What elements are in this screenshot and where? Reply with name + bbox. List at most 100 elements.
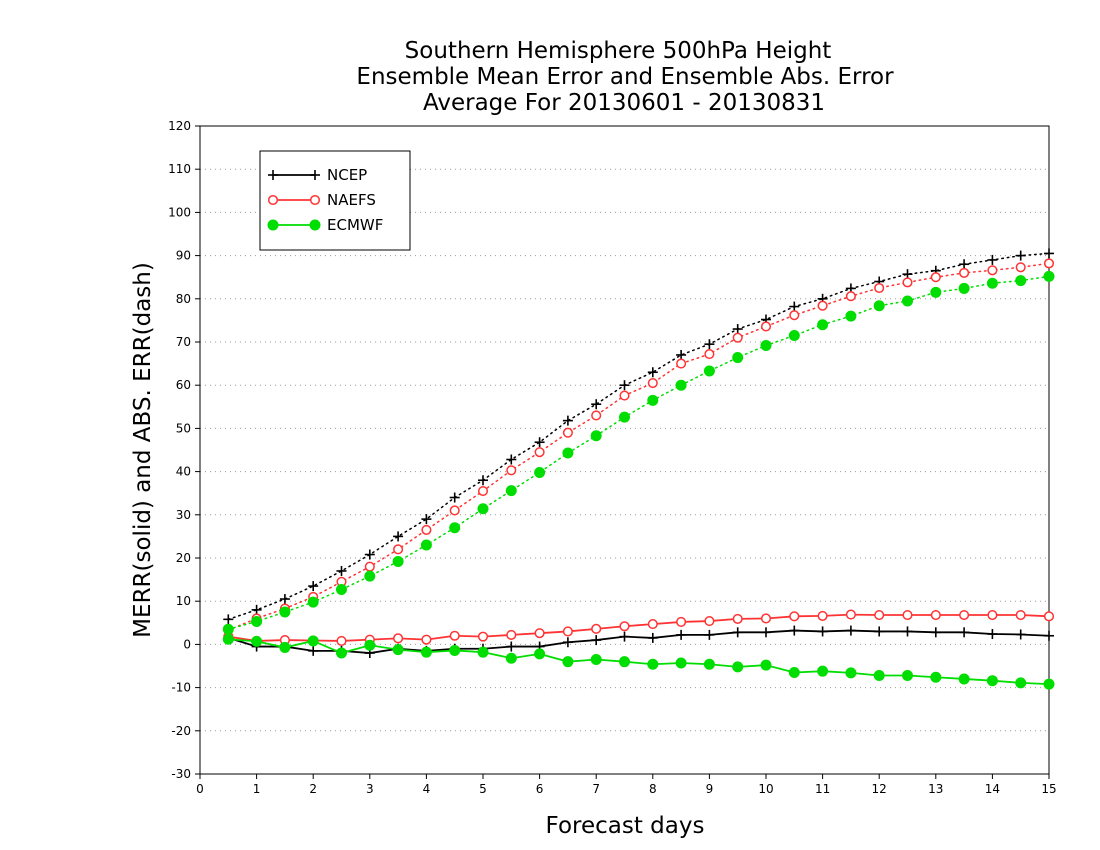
naefs-abs-err-line	[227, 262, 1050, 631]
naefs-merr-point	[817, 610, 828, 621]
ecmwf-abs-err-point	[930, 286, 942, 298]
naefs-merr-point	[1043, 611, 1055, 622]
ecmwf-merr-point	[392, 644, 404, 656]
title-line-1: Southern Hemisphere 500hPa Height	[405, 38, 832, 64]
y-tick-label: 100	[168, 205, 191, 219]
ncep-merr-point	[874, 626, 885, 637]
ncep-abs-err-point	[336, 565, 347, 576]
ecmwf-merr-point	[590, 654, 602, 666]
ncep-abs-err-point	[421, 514, 432, 525]
legend-marker-right	[310, 170, 320, 180]
ncep-abs-err-line	[227, 252, 1050, 621]
naefs-abs-err-point	[704, 349, 715, 360]
naefs-merr-point	[902, 609, 913, 621]
naefs-merr-point	[1015, 609, 1026, 621]
y-axis-label: MERR(solid) and ABS. ERR(dash)	[130, 262, 156, 638]
legend-item-ecmwf: ECMWF	[267, 216, 383, 234]
ecmwf-merr-line	[228, 638, 1050, 686]
title-line-2: Ensemble Mean Error and Ensemble Abs. Er…	[356, 64, 894, 90]
x-tick-label: 13	[928, 782, 943, 796]
ecmwf-merr-point	[986, 675, 998, 687]
naefs-merr-point	[930, 609, 941, 621]
ecmwf-abs-err-point	[986, 277, 998, 289]
ncep-merr-point	[619, 631, 630, 642]
ecmwf-merr-point	[420, 646, 432, 658]
ecmwf-merr-point	[279, 641, 291, 653]
x-tick-label: 0	[196, 782, 204, 796]
legend-items: NCEP NAEFS ECMWF	[267, 166, 383, 234]
y-tick-label: 10	[176, 594, 191, 608]
naefs-merr-point	[704, 616, 715, 627]
title-line-3: Average For 20130601 - 20130831	[423, 90, 825, 116]
naefs-abs-err-point	[534, 447, 545, 458]
naefs-merr-point	[393, 633, 404, 644]
ncep-abs-err-point	[223, 614, 234, 625]
ecmwf-merr-point	[251, 635, 263, 647]
ncep-abs-err-point	[251, 604, 262, 615]
ncep-merr-point	[704, 629, 715, 640]
x-tick-label: 8	[649, 782, 657, 796]
ecmwf-abs-err-point	[1043, 270, 1055, 282]
y-tick-label: 50	[176, 421, 191, 435]
ecmwf-merr-point	[1043, 678, 1055, 690]
naefs-merr-point	[336, 635, 347, 646]
ecmwf-abs-err-point	[251, 616, 263, 628]
naefs-abs-err-point	[591, 410, 602, 421]
ecmwf-merr-point	[902, 670, 913, 682]
ecmwf-abs-err-point	[477, 503, 489, 515]
ncep-abs-err-point	[364, 549, 375, 560]
ecmwf-merr-point	[1015, 677, 1027, 689]
series-ecmwf	[222, 270, 1055, 690]
ncep-abs-err-point	[1044, 248, 1054, 259]
ecmwf-merr-point	[958, 673, 970, 685]
plot-frame	[199, 125, 1050, 775]
ncep-merr-point	[647, 632, 658, 643]
legend-marker-left	[267, 194, 279, 206]
y-tick-label: -30	[171, 767, 191, 781]
ecmwf-merr-point	[845, 667, 857, 679]
y-tick-label: 80	[176, 292, 191, 306]
ncep-merr-point	[902, 626, 913, 637]
naefs-merr-point	[591, 623, 602, 634]
naefs-abs-err-point	[817, 300, 828, 311]
ecmwf-abs-err-point	[449, 522, 461, 534]
legend-marker-right	[309, 219, 321, 231]
ncep-abs-err-point	[393, 531, 404, 542]
y-tick-label: -10	[171, 681, 191, 695]
ecmwf-abs-err-line	[227, 275, 1050, 631]
ncep-merr-point	[676, 629, 687, 640]
ecmwf-merr-point	[760, 659, 772, 671]
ecmwf-merr-point	[336, 647, 347, 659]
x-tick-label: 2	[309, 782, 317, 796]
ecmwf-merr-point	[307, 635, 319, 647]
x-axis-ticks: 0 1 2 3 4 5 6 7 8 9 10 11 12 13 14 15	[196, 774, 1057, 796]
naefs-merr-point	[789, 611, 800, 622]
ecmwf-abs-err-point	[675, 379, 687, 391]
ecmwf-abs-err-point	[364, 570, 376, 582]
ecmwf-abs-err-point	[505, 485, 517, 497]
legend-label: ECMWF	[327, 216, 383, 234]
naefs-abs-err-point	[393, 544, 404, 555]
naefs-abs-err-point	[449, 505, 460, 516]
naefs-merr-point	[874, 609, 885, 621]
ecmwf-abs-err-point	[732, 352, 744, 364]
ecmwf-abs-err-point	[845, 310, 857, 322]
ecmwf-merr-point	[873, 670, 885, 682]
x-axis-label: Forecast days	[546, 813, 705, 839]
naefs-merr-point	[477, 631, 489, 642]
naefs-abs-err-point	[676, 358, 687, 369]
ecmwf-merr-point	[364, 639, 376, 651]
x-tick-label: 11	[815, 782, 830, 796]
ncep-merr-point	[506, 641, 517, 652]
ncep-merr-point	[930, 627, 941, 638]
naefs-abs-err-point	[619, 390, 630, 401]
naefs-merr-point	[534, 628, 545, 639]
ecmwf-abs-err-point	[420, 539, 432, 551]
naefs-merr-point	[619, 621, 630, 632]
ncep-abs-err-point	[478, 475, 488, 486]
ecmwf-abs-err-point	[1015, 275, 1027, 287]
naefs-merr-point	[506, 629, 517, 640]
x-tick-label: 12	[872, 782, 887, 796]
ncep-abs-err-point	[647, 367, 658, 378]
